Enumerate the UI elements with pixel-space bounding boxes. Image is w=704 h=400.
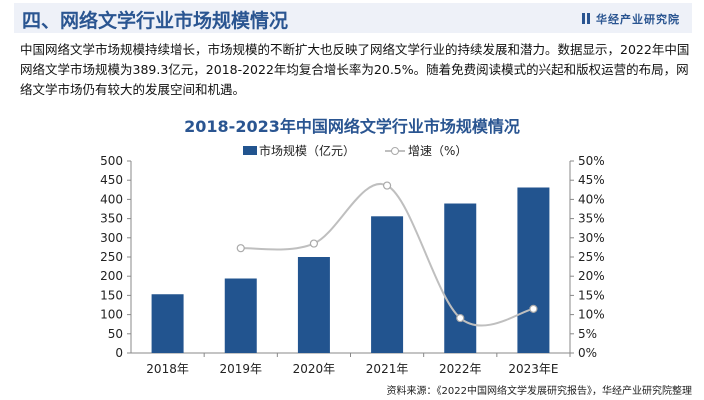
y2-tick-label: 0% (578, 346, 597, 360)
bar (517, 187, 550, 353)
y2-tick-label: 20% (578, 269, 605, 283)
x-tick-label: 2023年E (508, 362, 558, 376)
y-tick-label: 400 (100, 192, 123, 206)
growth-point (529, 304, 538, 313)
page-title: 四、网络文学行业市场规模情况 (22, 10, 289, 32)
y-tick-label: 300 (100, 231, 123, 245)
legend-line-marker (391, 147, 399, 155)
growth-point (309, 239, 319, 248)
y-tick-label: 350 (100, 212, 123, 226)
y2-tick-label: 5% (578, 327, 597, 341)
bar (444, 203, 477, 353)
growth-point (382, 181, 392, 190)
y2-tick-label: 25% (578, 250, 605, 264)
growth-point (456, 313, 465, 323)
y2-tick-label: 10% (578, 308, 605, 322)
x-tick-label: 2019年 (219, 362, 262, 376)
y-tick-label: 500 (100, 154, 123, 168)
y2-tick-label: 40% (578, 192, 605, 206)
x-tick-label: 2018年 (146, 362, 189, 376)
legend-bar-swatch (243, 146, 257, 155)
chart-title: 2018-2023年中国网络文学行业市场规模情况 (184, 117, 520, 136)
brand-icon (582, 13, 590, 24)
description-paragraph: 中国网络文学市场规模持续增长，市场规模的不断扩大也反映了网络文学行业的持续发展和… (20, 42, 690, 97)
bar (371, 216, 404, 353)
y2-tick-label: 50% (578, 154, 605, 168)
legend-line-label: 增速（%） (408, 144, 467, 158)
y-tick-label: 150 (100, 288, 123, 302)
x-tick-label: 2022年 (439, 362, 482, 376)
legend-bar-label: 市场规模（亿元） (259, 143, 355, 158)
growth-point (236, 244, 245, 253)
y-tick-label: 450 (100, 173, 123, 187)
y2-tick-label: 35% (578, 212, 605, 226)
brand-logo: 华经产业研究院 (582, 11, 680, 27)
y-tick-label: 250 (100, 250, 123, 264)
bar (224, 278, 257, 353)
x-tick-label: 2020年 (293, 362, 336, 376)
bar (297, 257, 330, 353)
y-tick-label: 200 (100, 269, 123, 283)
brand-name: 华经产业研究院 (596, 13, 680, 26)
header-bar: 四、网络文学行业市场规模情况 华经产业研究院 (14, 3, 692, 33)
y2-tick-label: 15% (578, 288, 605, 302)
x-tick-label: 2021年 (366, 362, 409, 376)
y-tick-label: 0 (115, 346, 123, 360)
source-note: 资料来源：《2022中国网络文学发展研究报告》，华经产业研究院整理 (386, 386, 692, 397)
bar (151, 294, 184, 353)
y2-tick-label: 30% (578, 231, 605, 245)
y-tick-label: 50 (108, 327, 123, 341)
y2-tick-label: 45% (578, 173, 605, 187)
y-tick-label: 100 (100, 308, 123, 322)
